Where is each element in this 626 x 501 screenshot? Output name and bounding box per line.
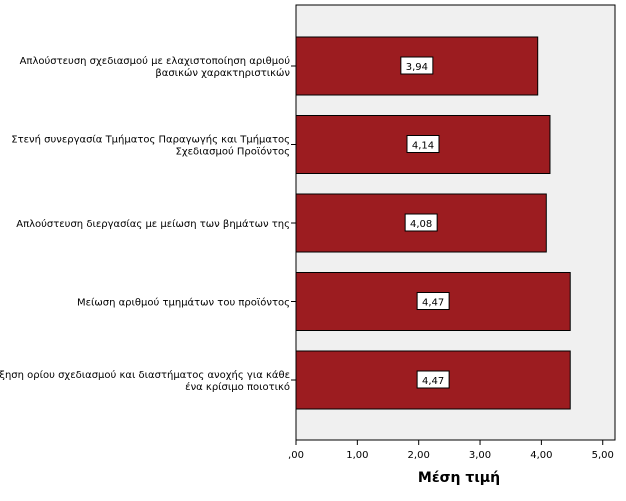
value-label-box bbox=[404, 213, 438, 232]
x-tick-label: ,00 bbox=[288, 450, 304, 461]
value-label-box bbox=[406, 135, 440, 153]
x-tick-label: 4,00 bbox=[530, 450, 552, 461]
x-axis-title: Μέση τιμή bbox=[418, 470, 500, 486]
y-tick-label: Στενή συνεργασία Τμήματος Παραγωγής και … bbox=[11, 134, 290, 158]
value-label: 4,47 bbox=[422, 298, 444, 309]
x-tick-label: 3,00 bbox=[469, 450, 491, 461]
y-tick-label: Απλούστευση σχεδιασμού με ελαχιστοποίηση… bbox=[20, 55, 291, 79]
x-tick-label: 5,00 bbox=[592, 450, 614, 461]
value-label: 3,94 bbox=[406, 62, 428, 73]
value-label: 4,14 bbox=[412, 141, 434, 152]
value-label: 4,08 bbox=[410, 219, 432, 230]
value-label-box bbox=[416, 292, 450, 310]
value-label: 4,47 bbox=[422, 376, 444, 387]
y-tick-label: Απλούστευση διεργασίας με μείωση των βημ… bbox=[16, 218, 290, 230]
y-tick-label: Μείωση αριθμού τμημάτων του προϊόντος bbox=[77, 297, 290, 309]
y-tick-label: Αύξηση ορίου σχεδιασμού και διαστήματος … bbox=[0, 369, 290, 393]
x-tick-label: 1,00 bbox=[346, 450, 368, 461]
x-tick-label: 2,00 bbox=[408, 450, 430, 461]
value-label-box bbox=[400, 56, 434, 75]
value-label-box bbox=[416, 370, 450, 389]
